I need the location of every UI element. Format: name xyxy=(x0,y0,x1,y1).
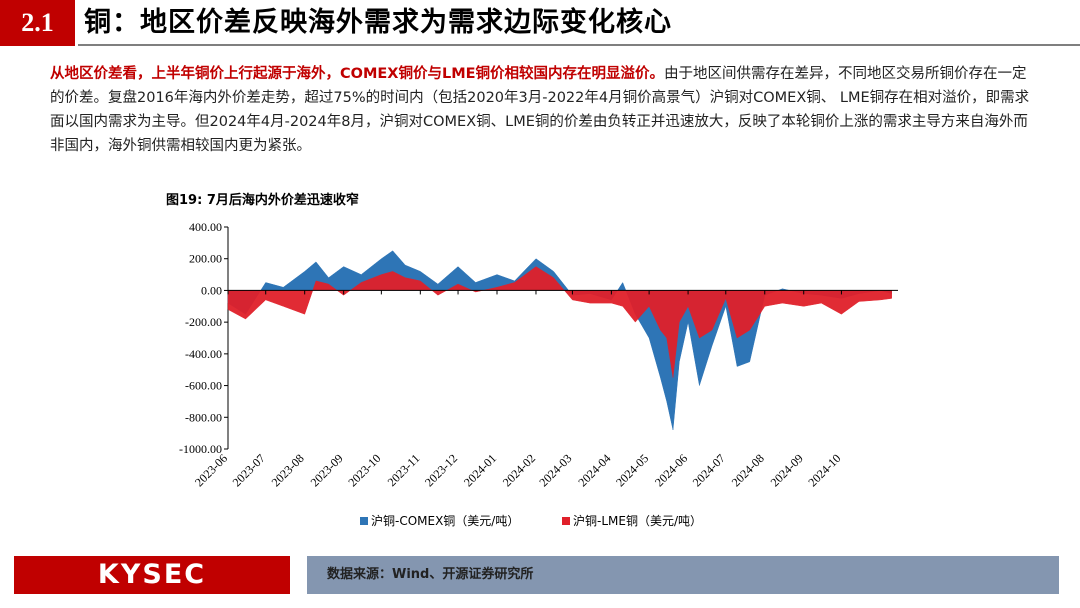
header-divider xyxy=(78,44,1080,46)
footer-source-box: 数据来源：Wind、开源证券研究所 xyxy=(307,556,1059,594)
paragraph-body: 由于地区间供需存在差异，不同地区交易所铜价存在一定的价差。复盘2016年海内外价… xyxy=(50,66,1030,154)
y-tick-label: -600.00 xyxy=(185,379,222,393)
legend-label-1: 沪铜-COMEX铜（美元/吨） xyxy=(371,513,519,528)
footer-logo-box: KYSEC xyxy=(14,556,290,594)
series-area-1 xyxy=(227,250,892,431)
legend-swatch-1 xyxy=(360,517,368,525)
x-tick-label: 2023-08 xyxy=(269,451,307,489)
legend: 沪铜-COMEX铜（美元/吨） 沪铜-LME铜（美元/吨） xyxy=(360,513,702,528)
header: 2.1 铜：地区价差反映海外需求为需求边际变化核心 xyxy=(0,0,1080,47)
x-tick-label: 2023-06 xyxy=(192,451,230,489)
data-source: 数据来源：Wind、开源证券研究所 xyxy=(327,567,534,582)
y-tick-label: -400.00 xyxy=(185,347,222,361)
x-tick-label: 2023-12 xyxy=(422,451,460,489)
y-tick-label: -200.00 xyxy=(185,315,222,329)
x-tick-label: 2024-08 xyxy=(729,451,767,489)
x-tick-label: 2024-01 xyxy=(461,451,499,489)
y-axis: 400.00 200.00 0.00 -200.00 -400.00 -600.00 -80… xyxy=(179,220,229,456)
y-tick-label: 400.00 xyxy=(189,220,222,234)
chart: 400.00 200.00 0.00 -200.00 -400.00 -600.00 -80… xyxy=(179,220,898,528)
x-tick-label: 2024-04 xyxy=(575,451,613,489)
figure-title: 图19: 7月后海内外价差迅速收窄 xyxy=(166,193,359,208)
company-logo: KYSEC xyxy=(97,559,207,590)
x-tick-label: 2024-10 xyxy=(805,451,843,489)
section-number: 2.1 xyxy=(0,0,75,46)
legend-label-2: 沪铜-LME铜（美元/吨） xyxy=(573,513,702,528)
page-title: 铜：地区价差反映海外需求为需求边际变化核心 xyxy=(84,7,672,38)
x-tick-label: 2024-09 xyxy=(768,451,806,489)
y-tick-label: 0.00 xyxy=(201,283,222,297)
x-tick-label: 2023-07 xyxy=(230,451,268,489)
y-tick-label: -800.00 xyxy=(185,410,222,424)
x-tick-label: 2024-03 xyxy=(536,451,574,489)
chart-areas xyxy=(227,250,892,431)
legend-swatch-2 xyxy=(562,517,570,525)
x-axis: 2023-06 2023-07 2023-08 2023-09 2023-10 2023-… xyxy=(192,289,898,489)
x-tick-label: 2023-10 xyxy=(345,451,383,489)
x-tick-label: 2024-02 xyxy=(500,451,538,489)
y-tick-label: 200.00 xyxy=(189,252,222,266)
body-paragraph: 从地区价差看，上半年铜价上行起源于海外，COMEX铜价与LME铜价相较国内存在明… xyxy=(50,62,1035,158)
y-tick-label: -1000.00 xyxy=(179,442,222,456)
x-tick-label: 2023-11 xyxy=(385,451,423,489)
x-tick-label: 2024-05 xyxy=(613,451,651,489)
x-tick-label: 2024-06 xyxy=(652,451,690,489)
paragraph-highlight: 从地区价差看，上半年铜价上行起源于海外，COMEX铜价与LME铜价相较国内存在明… xyxy=(50,66,665,82)
x-tick-label: 2023-09 xyxy=(308,451,346,489)
x-tick-label: 2024-07 xyxy=(690,451,728,489)
